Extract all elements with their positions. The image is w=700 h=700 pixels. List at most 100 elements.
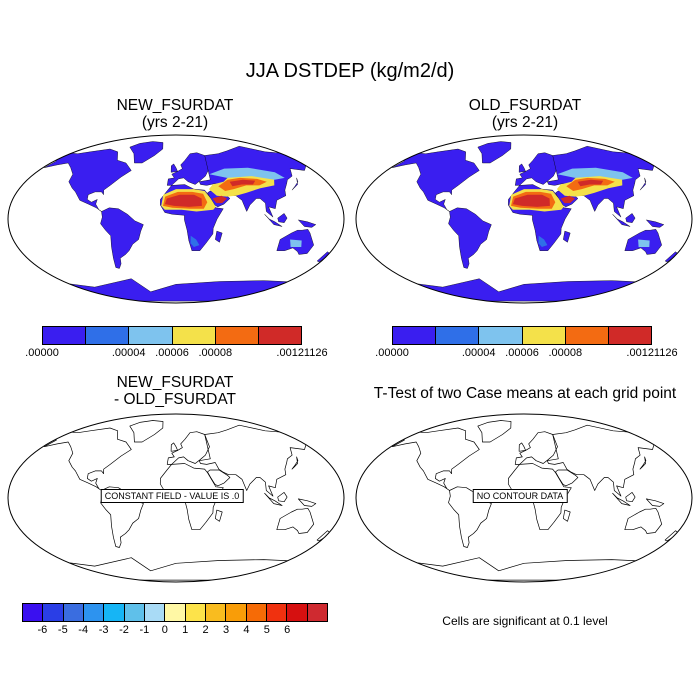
colorbar-tick-label: .00000 (375, 347, 409, 359)
continent-greenland (477, 420, 512, 443)
continent-borneo (277, 213, 288, 223)
constant-field-label: CONSTANT FIELD - VALUE IS .0 (100, 489, 244, 503)
colorbar-swatch (266, 604, 288, 621)
colorbar-tick-label: -3 (98, 624, 109, 636)
colorbar-tick-label: 2 (202, 624, 209, 636)
colorbar-swatch (393, 327, 437, 344)
continent-greenland (129, 420, 164, 443)
colorbar-tick-label: -5 (57, 624, 68, 636)
continent-madagascar (563, 230, 571, 243)
map-content (8, 135, 344, 303)
colorbar-swatch (129, 327, 173, 344)
continent-north-america (44, 148, 132, 212)
continent-europe (515, 152, 558, 186)
continent-borneo (277, 492, 288, 503)
panel-title-old: OLD_FSURDAT (yrs 2-21) (425, 97, 625, 131)
continent-japan (291, 177, 299, 191)
colorbar-swatch (43, 604, 64, 621)
colorbar-swatch (479, 327, 523, 344)
dust-deposition-region (209, 167, 285, 180)
colorbar-tick-label: .00006 (505, 347, 539, 359)
map-border (355, 134, 693, 304)
colorbar-tick-label: .00006 (155, 347, 189, 359)
colorbar-tick-label: .00008 (198, 347, 233, 359)
continent-indonesia (612, 492, 631, 506)
continent-madagascar (214, 509, 223, 522)
panel-title-ttest: T-Test of two Case means at each grid po… (373, 385, 677, 402)
map-content (356, 135, 692, 303)
continent-greenland (477, 141, 512, 164)
colorbar-tick-label: 1 (182, 624, 189, 636)
dust-deposition-region (290, 239, 302, 247)
continent-australia (276, 507, 315, 534)
colorbar-swatch (23, 604, 44, 621)
colorbar-tick-label: -1 (139, 624, 150, 636)
continent-indonesia (264, 214, 283, 227)
colorbar-old (392, 326, 652, 345)
colorbar-swatch (205, 604, 227, 621)
colorbar-swatch (215, 327, 259, 344)
continent-borneo (625, 492, 636, 503)
colorbar-swatch (287, 604, 308, 621)
continent-europe (167, 152, 210, 186)
dust-deposition-region (638, 239, 650, 247)
colorbar-tick-label: -4 (78, 624, 89, 636)
colorbar-swatch (436, 327, 480, 344)
map-border (7, 134, 345, 304)
panel-title-old-line1: OLD_FSURDAT (468, 97, 582, 114)
colorbar-swatch (86, 327, 130, 344)
continent-indonesia (612, 214, 631, 227)
dust-deposition-region (229, 179, 256, 187)
map-old-fsurdat (355, 134, 693, 304)
panel-title-new-line1: NEW_FSURDAT (116, 97, 234, 114)
colorbar-swatch (185, 604, 206, 621)
panel-title-new: NEW_FSURDAT (yrs 2-21) (75, 97, 275, 131)
dust-deposition-region (560, 195, 576, 204)
dust-deposition-region (538, 235, 548, 247)
no-contour-data-label: NO CONTOUR DATA (472, 489, 568, 503)
colorbar-tick-label: 5 (263, 624, 270, 636)
dust-deposition-region (164, 194, 202, 207)
colorbar-swatch (608, 327, 652, 344)
continent-south-america (100, 207, 144, 269)
map-border (7, 413, 345, 583)
figure-title: JJA DSTDEP (kg/m2/d) (245, 60, 455, 82)
continent-new-guinea (298, 219, 316, 228)
continent-north-america (392, 148, 480, 212)
colorbar-tick-label: .00000 (25, 347, 59, 359)
continent-europe (166, 431, 210, 465)
continent-japan (291, 456, 299, 470)
continent-scandinavia-uk (170, 163, 178, 173)
colorbar-new (42, 326, 302, 345)
continent-south-america (448, 207, 492, 269)
continent-arabia (555, 469, 579, 487)
significance-footnote: Cells are significant at 0.1 level (442, 614, 608, 628)
dust-deposition-region (512, 194, 550, 207)
panel-title-diff-line1: NEW_FSURDAT (116, 374, 234, 391)
dust-deposition-region (577, 179, 604, 187)
dust-deposition-region (557, 167, 633, 180)
panel-title-diff-line2: - OLD_FSURDAT (113, 391, 236, 408)
colorbar-tick-label: 4 (243, 624, 250, 636)
colorbar-swatch (565, 327, 609, 344)
colorbar-tick-label: .00008 (548, 347, 583, 359)
colorbar-tick-label: .00121126 (276, 347, 328, 359)
colorbar-swatch (165, 604, 186, 621)
colorbar-swatch (124, 604, 145, 621)
panel-title-new-line2: (yrs 2-21) (141, 114, 209, 131)
continent-europe (514, 431, 558, 465)
continent-new-guinea (297, 498, 317, 507)
colorbar-swatch (258, 327, 302, 344)
panel-title-old-line2: (yrs 2-21) (491, 114, 559, 131)
colorbar-swatch (307, 604, 327, 621)
colorbar-swatch (226, 604, 247, 621)
colorbar-tick-label: -6 (37, 624, 48, 636)
colorbar-swatch (172, 327, 216, 344)
continent-scandinavia-uk (518, 163, 526, 173)
continent-madagascar (215, 230, 223, 243)
colorbar-tick-label: -2 (119, 624, 129, 636)
colorbar-tick-label: 0 (161, 624, 168, 636)
continent-scandinavia-uk (170, 442, 178, 452)
continent-arabia (207, 469, 231, 487)
colorbar-swatch (83, 604, 105, 621)
